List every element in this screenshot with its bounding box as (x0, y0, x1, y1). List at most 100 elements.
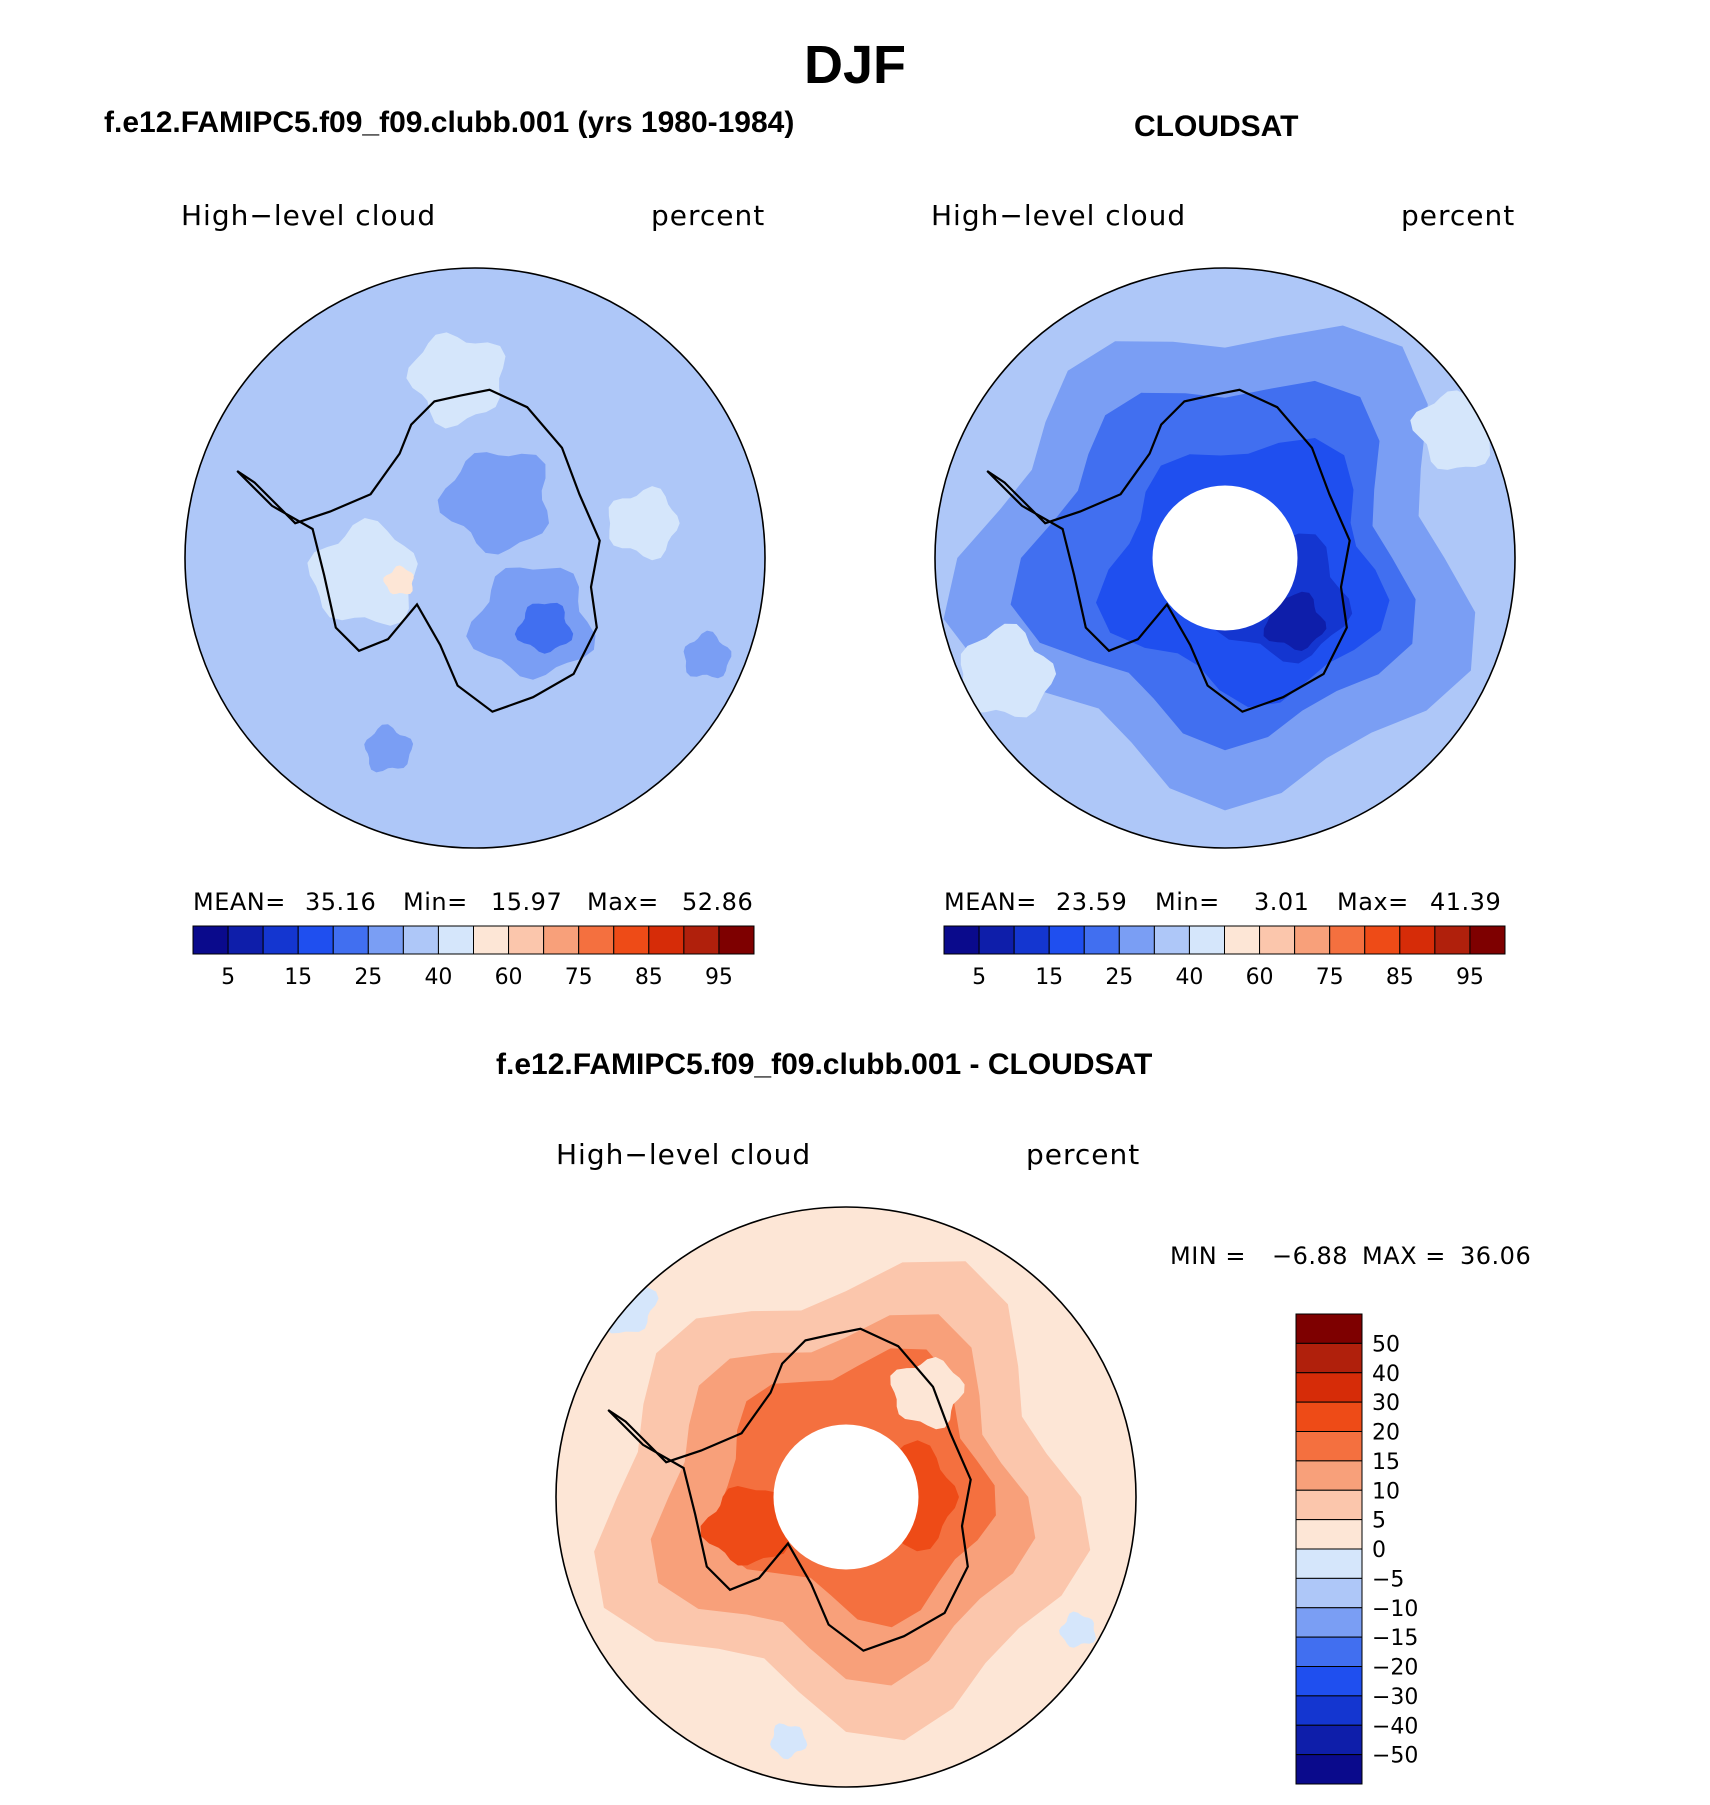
model-min-value: 15.97 (491, 888, 563, 916)
contour-region (307, 518, 418, 626)
contour-region (683, 630, 732, 679)
colorbar-tick-label: 15 (1035, 965, 1063, 990)
panel-diff-variable: High−level cloud (556, 1138, 812, 1171)
colorbar-tick-label: 75 (1316, 965, 1344, 990)
colorbar-bin (1399, 925, 1436, 955)
panel-model-title: f.e12.FAMIPC5.f09_f09.clubb.001 (yrs 198… (104, 106, 795, 139)
colorbar-bin (437, 925, 474, 955)
model-mean-value: 35.16 (305, 888, 377, 916)
coastline (986, 388, 1351, 713)
colorbar-tick-label: 25 (354, 965, 382, 990)
diff-min-value: −6.88 (1272, 1242, 1349, 1270)
obs-max-label: Max= (1337, 888, 1409, 916)
contour-region (890, 1357, 965, 1430)
diff-min-label: MIN = (1170, 1242, 1246, 1270)
contour-region (700, 1486, 790, 1566)
model-max-label: Max= (587, 888, 659, 916)
panel-obs-units: percent (1401, 199, 1516, 232)
colorbar-bin (943, 925, 980, 955)
panel-obs-title: CLOUDSAT (1134, 110, 1299, 143)
colorbar-bin (1329, 925, 1366, 955)
colorbar-tick-label: 15 (284, 965, 312, 990)
colorbar-tick-label: 5 (1372, 1509, 1386, 1534)
panel-model-units: percent (651, 199, 766, 232)
contour-region (437, 452, 549, 555)
colorbar-tick-label: −50 (1372, 1744, 1418, 1769)
map-model (184, 267, 766, 849)
colorbar-tick-label: −40 (1372, 1714, 1418, 1739)
colorbar-tick-label: 15 (1372, 1450, 1400, 1475)
colorbar-bin (367, 925, 404, 955)
obs-max-value: 41.39 (1430, 888, 1502, 916)
map-difference (555, 1206, 1137, 1788)
colorbar-bin (718, 925, 755, 955)
colorbar-bin (1295, 1431, 1363, 1462)
colorbar-bin (1295, 1519, 1363, 1550)
model-min-label: Min= (403, 888, 468, 916)
missing-data-hole (773, 1424, 919, 1570)
colorbar-bin (1295, 1666, 1363, 1697)
colorbar-bin (508, 925, 545, 955)
colorbar-bin (1013, 925, 1050, 955)
model-max-value: 52.86 (682, 888, 754, 916)
colorbar-bin (1153, 925, 1190, 955)
colorbar-bin (1294, 925, 1331, 955)
model-mean-label: MEAN= (193, 888, 286, 916)
coastline (236, 388, 601, 713)
colorbar-bin (1118, 925, 1155, 955)
colorbar-tick-label: 40 (1175, 965, 1203, 990)
missing-data-hole (1152, 485, 1298, 631)
contour-region (1059, 1611, 1096, 1648)
colorbar-tick-label: 40 (424, 965, 452, 990)
colorbar-tick-label: 85 (1386, 965, 1414, 990)
contour-region (514, 602, 574, 654)
contour-region (608, 486, 680, 561)
colorbar-bin (543, 925, 580, 955)
contour-region (770, 1723, 808, 1760)
contour-region (959, 623, 1057, 718)
colorbar-tick-label: 25 (1105, 965, 1133, 990)
contour-region (383, 565, 414, 595)
coastline (607, 1327, 972, 1652)
colorbar-bin (578, 925, 615, 955)
colorbar-bin (1295, 1372, 1363, 1403)
colorbar-bin (1295, 1401, 1363, 1432)
colorbar-tick-label: 50 (1372, 1332, 1400, 1357)
colorbar-bin (1295, 1577, 1363, 1609)
colorbar-tick-label: 20 (1372, 1421, 1400, 1446)
colorbar-bin (1295, 1313, 1363, 1344)
colorbar-tick-label: 30 (1372, 1391, 1400, 1416)
colorbar-bin (402, 925, 439, 955)
obs-mean-value: 23.59 (1056, 888, 1128, 916)
colorbar-tick-label: 95 (1456, 965, 1484, 990)
panel-model-variable: High−level cloud (181, 199, 437, 232)
colorbar-tick-label: 60 (495, 965, 523, 990)
colorbar-model: 5 15 25 40 60 75 85 95 (192, 925, 755, 990)
colorbar-bin (1259, 925, 1296, 955)
colorbar-bin (227, 925, 264, 955)
obs-mean-label: MEAN= (944, 888, 1037, 916)
panel-diff-title: f.e12.FAMIPC5.f09_f09.clubb.001 - CLOUDS… (496, 1048, 1153, 1081)
colorbar-bin (683, 925, 720, 955)
colorbar-bin (1295, 1460, 1363, 1491)
colorbar-tick-label: 95 (705, 965, 733, 990)
colorbar-bin (297, 925, 334, 955)
colorbar-tick-label: 40 (1372, 1362, 1400, 1387)
colorbar-bin (1295, 1489, 1363, 1521)
colorbar-tick-label: 75 (565, 965, 593, 990)
colorbar-bin (1048, 925, 1085, 955)
colorbar-bin (332, 925, 369, 955)
colorbar-bin (613, 925, 650, 955)
colorbar-bin (1295, 1342, 1363, 1374)
colorbar-tick-label: −30 (1372, 1685, 1418, 1710)
colorbar-tick-label: 0 (1372, 1538, 1386, 1563)
page-title: DJF (803, 35, 906, 95)
colorbar-bin (1364, 925, 1401, 955)
map-border (555, 1206, 1137, 1788)
colorbar-tick-label: 10 (1372, 1479, 1400, 1504)
colorbar-bin (473, 925, 510, 955)
colorbar-bin (192, 925, 229, 955)
colorbar-tick-label: −10 (1372, 1597, 1418, 1622)
colorbar-bin (1469, 925, 1506, 955)
